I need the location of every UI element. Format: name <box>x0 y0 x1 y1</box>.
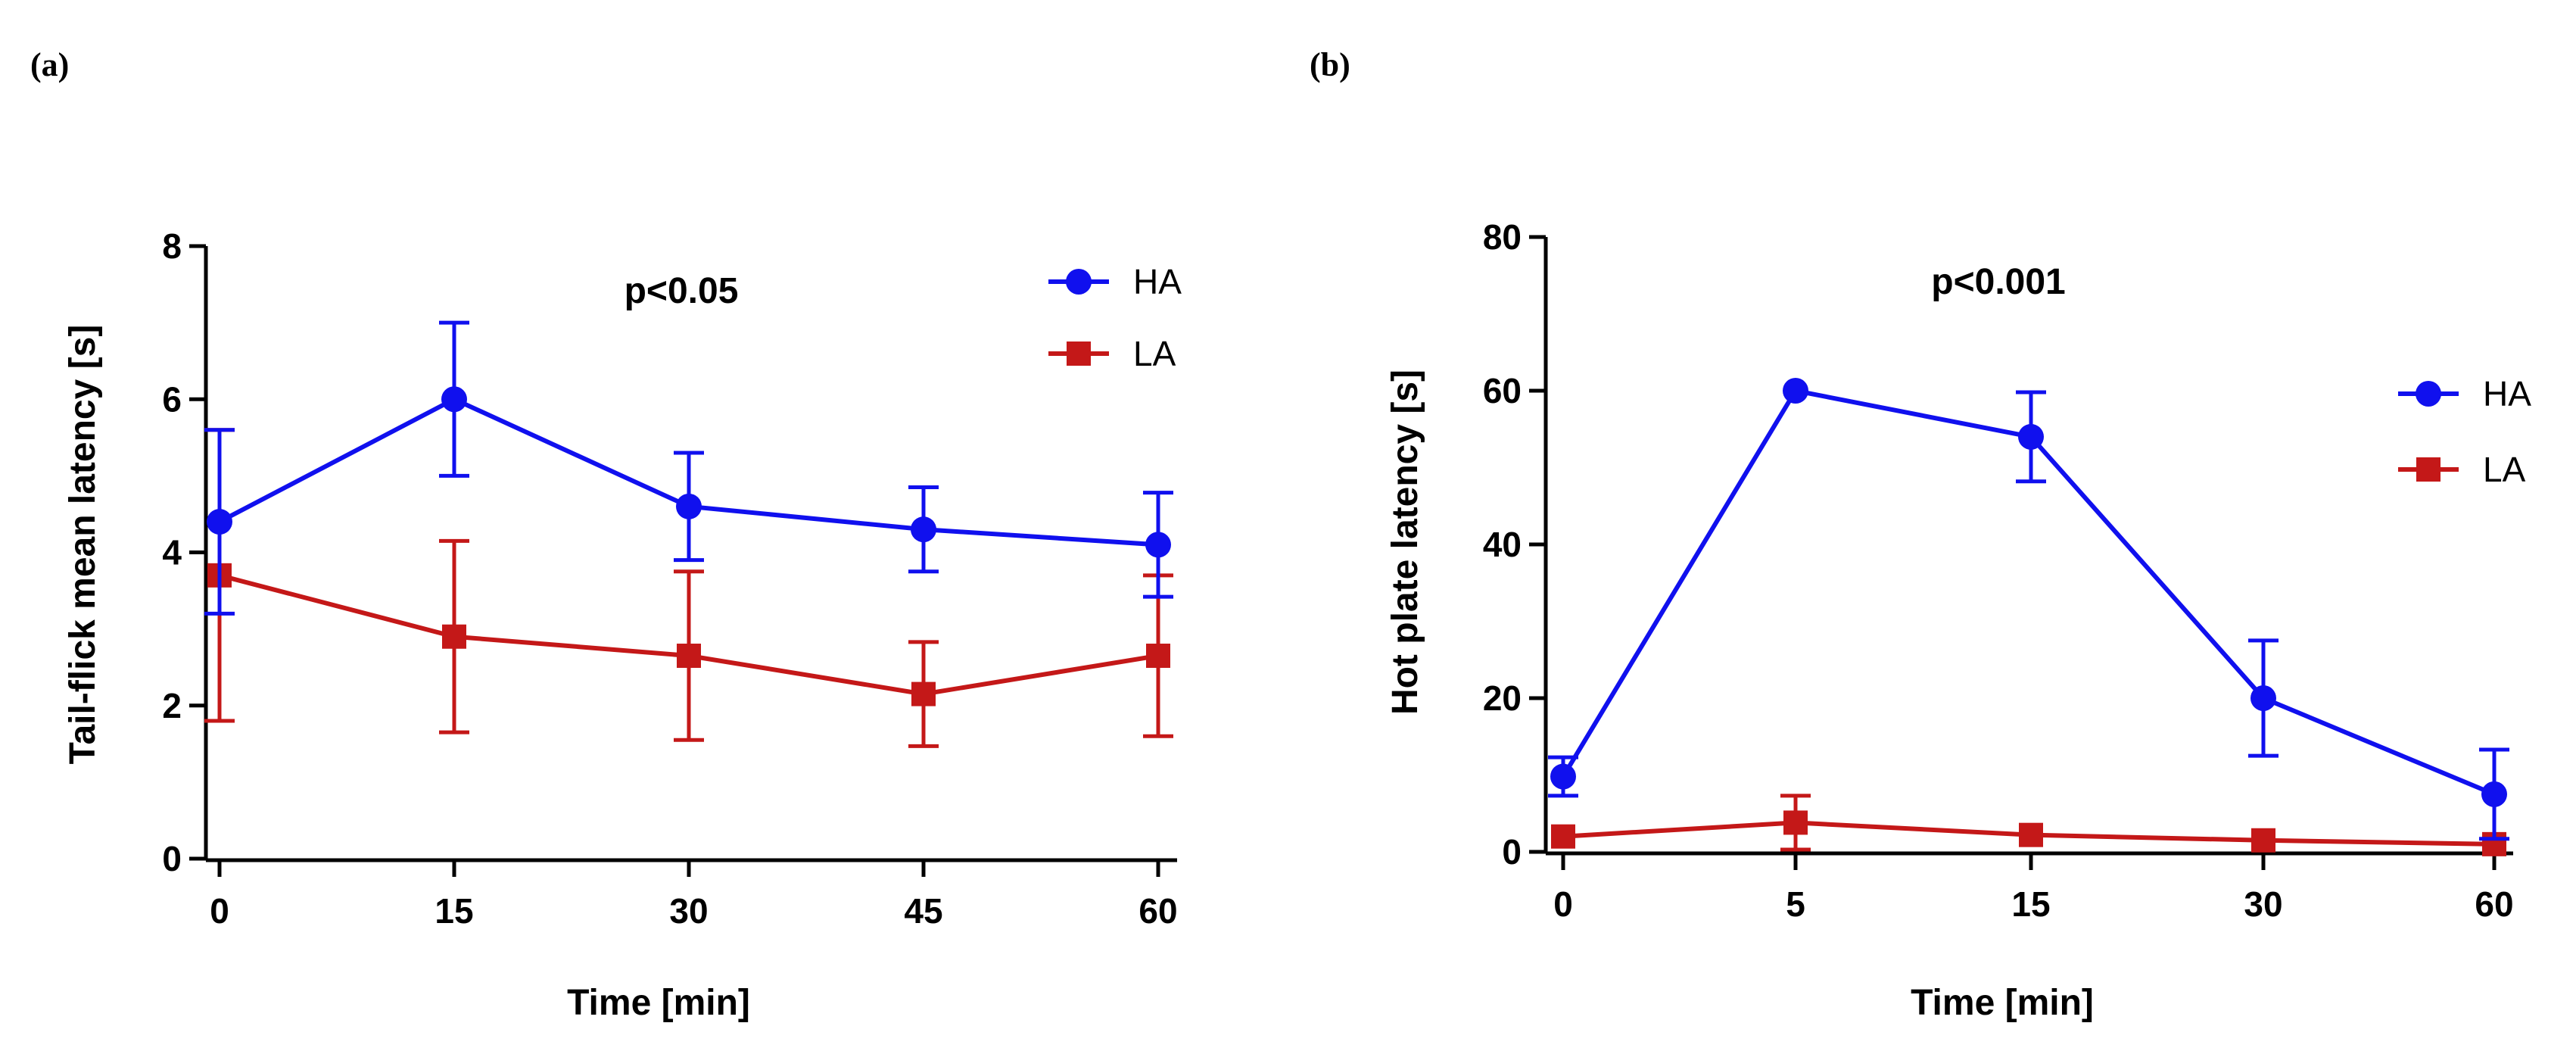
axes-a: 0 2 4 6 8 0 15 30 45 60 <box>162 226 1177 931</box>
series-line-ha <box>1561 388 2496 797</box>
legend-label: LA <box>1133 334 1176 373</box>
series-la-b <box>1551 794 2506 856</box>
legend-b: HA LA <box>2398 374 2531 489</box>
legend-marker <box>2416 381 2441 407</box>
legend-item-ha-b: HA <box>2398 374 2531 413</box>
x-tick-label-b: 15 <box>2011 884 2050 924</box>
y-tick-label-b: 80 <box>1483 217 1522 257</box>
series-ha-b <box>1548 378 2509 841</box>
x-tick-label-b: 30 <box>2244 884 2282 924</box>
x-tick-label-a: 15 <box>435 891 473 931</box>
y-tick-label-b: 20 <box>1483 678 1522 718</box>
legend-item-ha-a: HA <box>1048 262 1182 301</box>
data-point-la <box>1551 824 1575 849</box>
x-tick-label-a: 45 <box>904 891 942 931</box>
chart-panel-a: (a) p<0.05 Tail-flick mean latency [s] T… <box>30 46 1182 1023</box>
data-point-la <box>2251 828 2275 853</box>
y-tick-label-a: 2 <box>162 686 182 725</box>
x-tick-label-b: 60 <box>2475 884 2513 924</box>
panel-label-b: (b) <box>1310 46 1350 83</box>
x-tick-label-a: 60 <box>1138 891 1177 931</box>
series-layer-a <box>204 320 1173 748</box>
data-point-la <box>1146 644 1170 669</box>
legend-a: HA LA <box>1048 262 1182 373</box>
x-tick-label-b: 0 <box>1553 884 1573 924</box>
y-tick-label-b: 40 <box>1483 525 1522 564</box>
data-point-ha <box>911 516 936 543</box>
x-tick-label-a: 30 <box>669 891 708 931</box>
legend-marker <box>1066 269 1092 295</box>
y-axis-title-a: Tail-flick mean latency [s] <box>63 325 103 765</box>
legend-item-la-a: LA <box>1048 334 1176 373</box>
y-tick-label-a: 6 <box>162 379 182 419</box>
legend-label: LA <box>2483 450 2526 489</box>
axes-b: 0 20 40 60 80 0 5 15 30 60 <box>1483 217 2514 924</box>
data-point-la <box>2019 822 2043 847</box>
y-tick-label-a: 0 <box>162 839 182 878</box>
x-axis-title-a: Time [min] <box>567 983 750 1023</box>
data-point-la <box>442 624 466 649</box>
y-tick-label-a: 8 <box>162 226 182 266</box>
y-axis-title-b: Hot plate latency [s] <box>1385 370 1425 715</box>
series-layer-b <box>1548 378 2509 856</box>
legend-marker <box>2416 457 2441 482</box>
legend-marker <box>1067 341 1091 366</box>
data-point-ha <box>207 509 232 535</box>
data-point-ha <box>2250 685 2276 711</box>
x-tick-label-b: 5 <box>1786 884 1805 924</box>
data-point-ha <box>2481 781 2507 807</box>
panel-label-a: (a) <box>30 46 69 83</box>
data-point-la <box>677 644 701 669</box>
y-tick-label-b: 0 <box>1502 832 1522 872</box>
y-tick-label-b: 60 <box>1483 371 1522 410</box>
y-tick-label-a: 4 <box>162 533 182 572</box>
x-tick-label-a: 0 <box>210 891 229 931</box>
x-axis-title-b: Time [min] <box>1911 983 2094 1023</box>
p-value-annotation-a: p<0.05 <box>625 271 739 311</box>
data-point-la <box>911 681 936 706</box>
data-point-ha <box>2018 423 2044 450</box>
p-value-annotation-b: p<0.001 <box>1931 262 2065 302</box>
legend-label: HA <box>1133 262 1182 301</box>
data-point-ha <box>676 493 702 519</box>
series-ha-a <box>204 320 1173 616</box>
data-point-ha <box>1783 378 1808 404</box>
data-point-ha <box>1145 532 1171 558</box>
legend-label: HA <box>2483 374 2531 413</box>
data-point-ha <box>441 386 467 413</box>
data-point-la <box>1783 810 1808 835</box>
data-point-ha <box>1550 763 1576 790</box>
legend-item-la-b: LA <box>2398 450 2526 489</box>
chart-panel-b: (b) p<0.001 Hot plate latency [s] Time [… <box>1310 46 2531 1023</box>
